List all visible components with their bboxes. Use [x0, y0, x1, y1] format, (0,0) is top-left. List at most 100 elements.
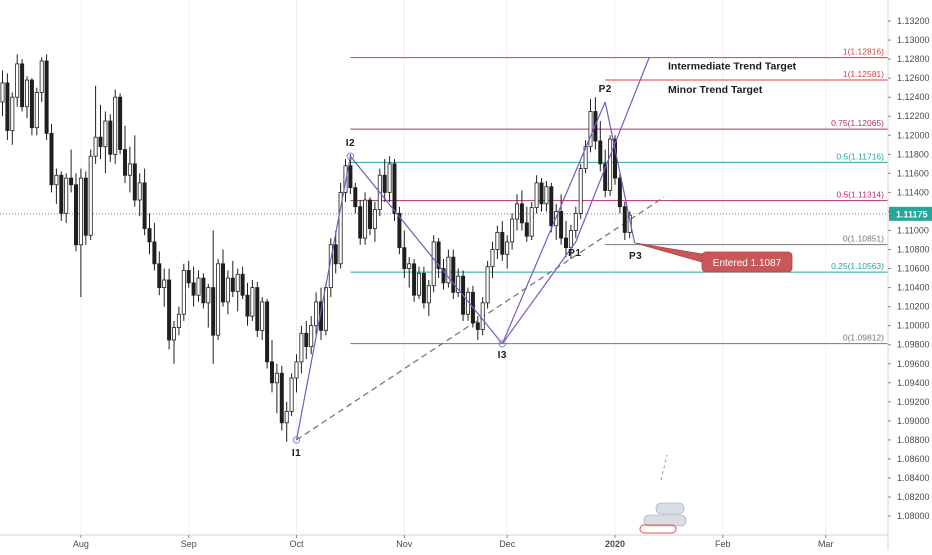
pivot-label-p2: P2	[599, 84, 612, 95]
candle-down	[245, 294, 250, 317]
candle-up	[627, 214, 632, 233]
price-tick-label: 1.11600	[897, 168, 929, 178]
time-tick-label: Nov	[396, 539, 413, 549]
price-tick-label: 1.11800	[897, 149, 929, 159]
fib-level-label: 0.75(1.12065)	[831, 118, 884, 128]
price-tick-label: 1.13200	[897, 16, 930, 26]
candle-down	[392, 163, 397, 214]
event-badge-outline	[639, 524, 677, 534]
pattern-leg	[604, 101, 636, 243]
candle-up	[363, 199, 368, 239]
candle-down	[255, 287, 260, 331]
candle-up	[250, 287, 255, 317]
candle-up	[544, 186, 549, 205]
candle-down	[265, 301, 270, 363]
candle-down	[230, 277, 235, 292]
candle-down	[20, 63, 25, 108]
candle-up	[568, 230, 573, 249]
candle-up	[274, 372, 279, 384]
candles	[0, 54, 632, 442]
projection-line	[575, 56, 650, 243]
price-tick-label: 1.09000	[897, 416, 930, 426]
candle-down	[559, 211, 564, 239]
candle-down	[118, 96, 123, 150]
candle-down	[397, 212, 402, 249]
candle-up	[206, 287, 211, 304]
candle-up	[103, 120, 108, 148]
candle-down	[622, 206, 627, 233]
candle-up	[510, 218, 515, 243]
candle-down	[269, 361, 274, 384]
candle-down	[519, 203, 524, 224]
candle-down	[167, 279, 172, 341]
candle-down	[147, 228, 152, 243]
candle-up	[15, 63, 20, 98]
fib-level-label: 1(1.12816)	[843, 47, 884, 57]
time-tick-label: Mar	[818, 539, 834, 549]
price-tick-label: 1.08600	[897, 454, 930, 464]
candle-down	[44, 60, 49, 134]
price-tick-label: 1.10600	[897, 264, 930, 274]
entry-callout: Entered 1.1087	[634, 242, 793, 273]
price-tick-label: 1.10200	[897, 302, 930, 312]
price-tick-label: 1.13000	[897, 35, 930, 45]
candle-down	[279, 372, 284, 424]
price-tick-label: 1.10800	[897, 245, 930, 255]
candle-up	[34, 92, 39, 129]
candle-up	[289, 377, 294, 412]
candle-up	[113, 96, 118, 155]
candle-down	[157, 263, 162, 288]
candle-down	[98, 136, 103, 148]
candle-up	[10, 96, 15, 131]
callout-box	[701, 251, 793, 273]
candle-up	[294, 361, 299, 379]
candle-down	[539, 182, 544, 205]
price-tick-label: 1.12800	[897, 54, 930, 64]
fib-level-label: 1(1.12581)	[843, 69, 884, 79]
candle-up	[235, 273, 240, 292]
price-tick-label: 1.09400	[897, 378, 930, 388]
candle-up	[216, 263, 221, 336]
pivot-label-p3: P3	[629, 251, 642, 262]
time-axis: Aug Sep Oct Nov Dec 2020 Feb Mar	[0, 534, 888, 549]
candle-up	[137, 182, 142, 201]
candle-down	[5, 82, 10, 131]
candle-up	[534, 182, 539, 209]
candle-up	[24, 79, 29, 108]
candle-down	[333, 244, 338, 265]
fib-level-label: 0(1.10851)	[843, 234, 884, 244]
candle-down	[421, 272, 426, 304]
candle-up	[171, 327, 176, 341]
price-tick-label: 1.09800	[897, 340, 930, 350]
event-badge	[643, 514, 687, 527]
candle-down	[304, 332, 309, 348]
time-tick-label: Sep	[181, 539, 197, 549]
pivot-marker	[346, 152, 355, 160]
candle-up	[78, 177, 83, 246]
candle-up	[314, 301, 319, 327]
price-tick-label: 1.08200	[897, 492, 930, 502]
candle-up	[431, 241, 436, 287]
candle-up	[0, 82, 5, 103]
price-tick-label: 1.08000	[897, 511, 930, 521]
price-tick-label: 1.09200	[897, 397, 930, 407]
price-axis: 1.13200 1.13000 1.12800 1.12600 1.12400 1.122…	[887, 0, 932, 550]
candle-down	[318, 301, 323, 331]
candle-up	[495, 231, 500, 250]
dashed-marker	[660, 454, 668, 481]
candle-up	[588, 111, 593, 148]
candle-down	[201, 277, 206, 304]
candle-down	[123, 149, 128, 176]
candle-up	[446, 256, 451, 284]
fib-level-label: 0.25(1.10563)	[831, 261, 884, 271]
candle-down	[436, 241, 441, 269]
candle-up	[608, 138, 613, 191]
event-badge	[655, 502, 685, 515]
candle-up	[299, 332, 304, 363]
price-tick-label: 1.10000	[897, 321, 930, 331]
candle-up	[372, 209, 377, 229]
price-tick-label: 1.11400	[897, 187, 929, 197]
candle-up	[490, 249, 495, 268]
